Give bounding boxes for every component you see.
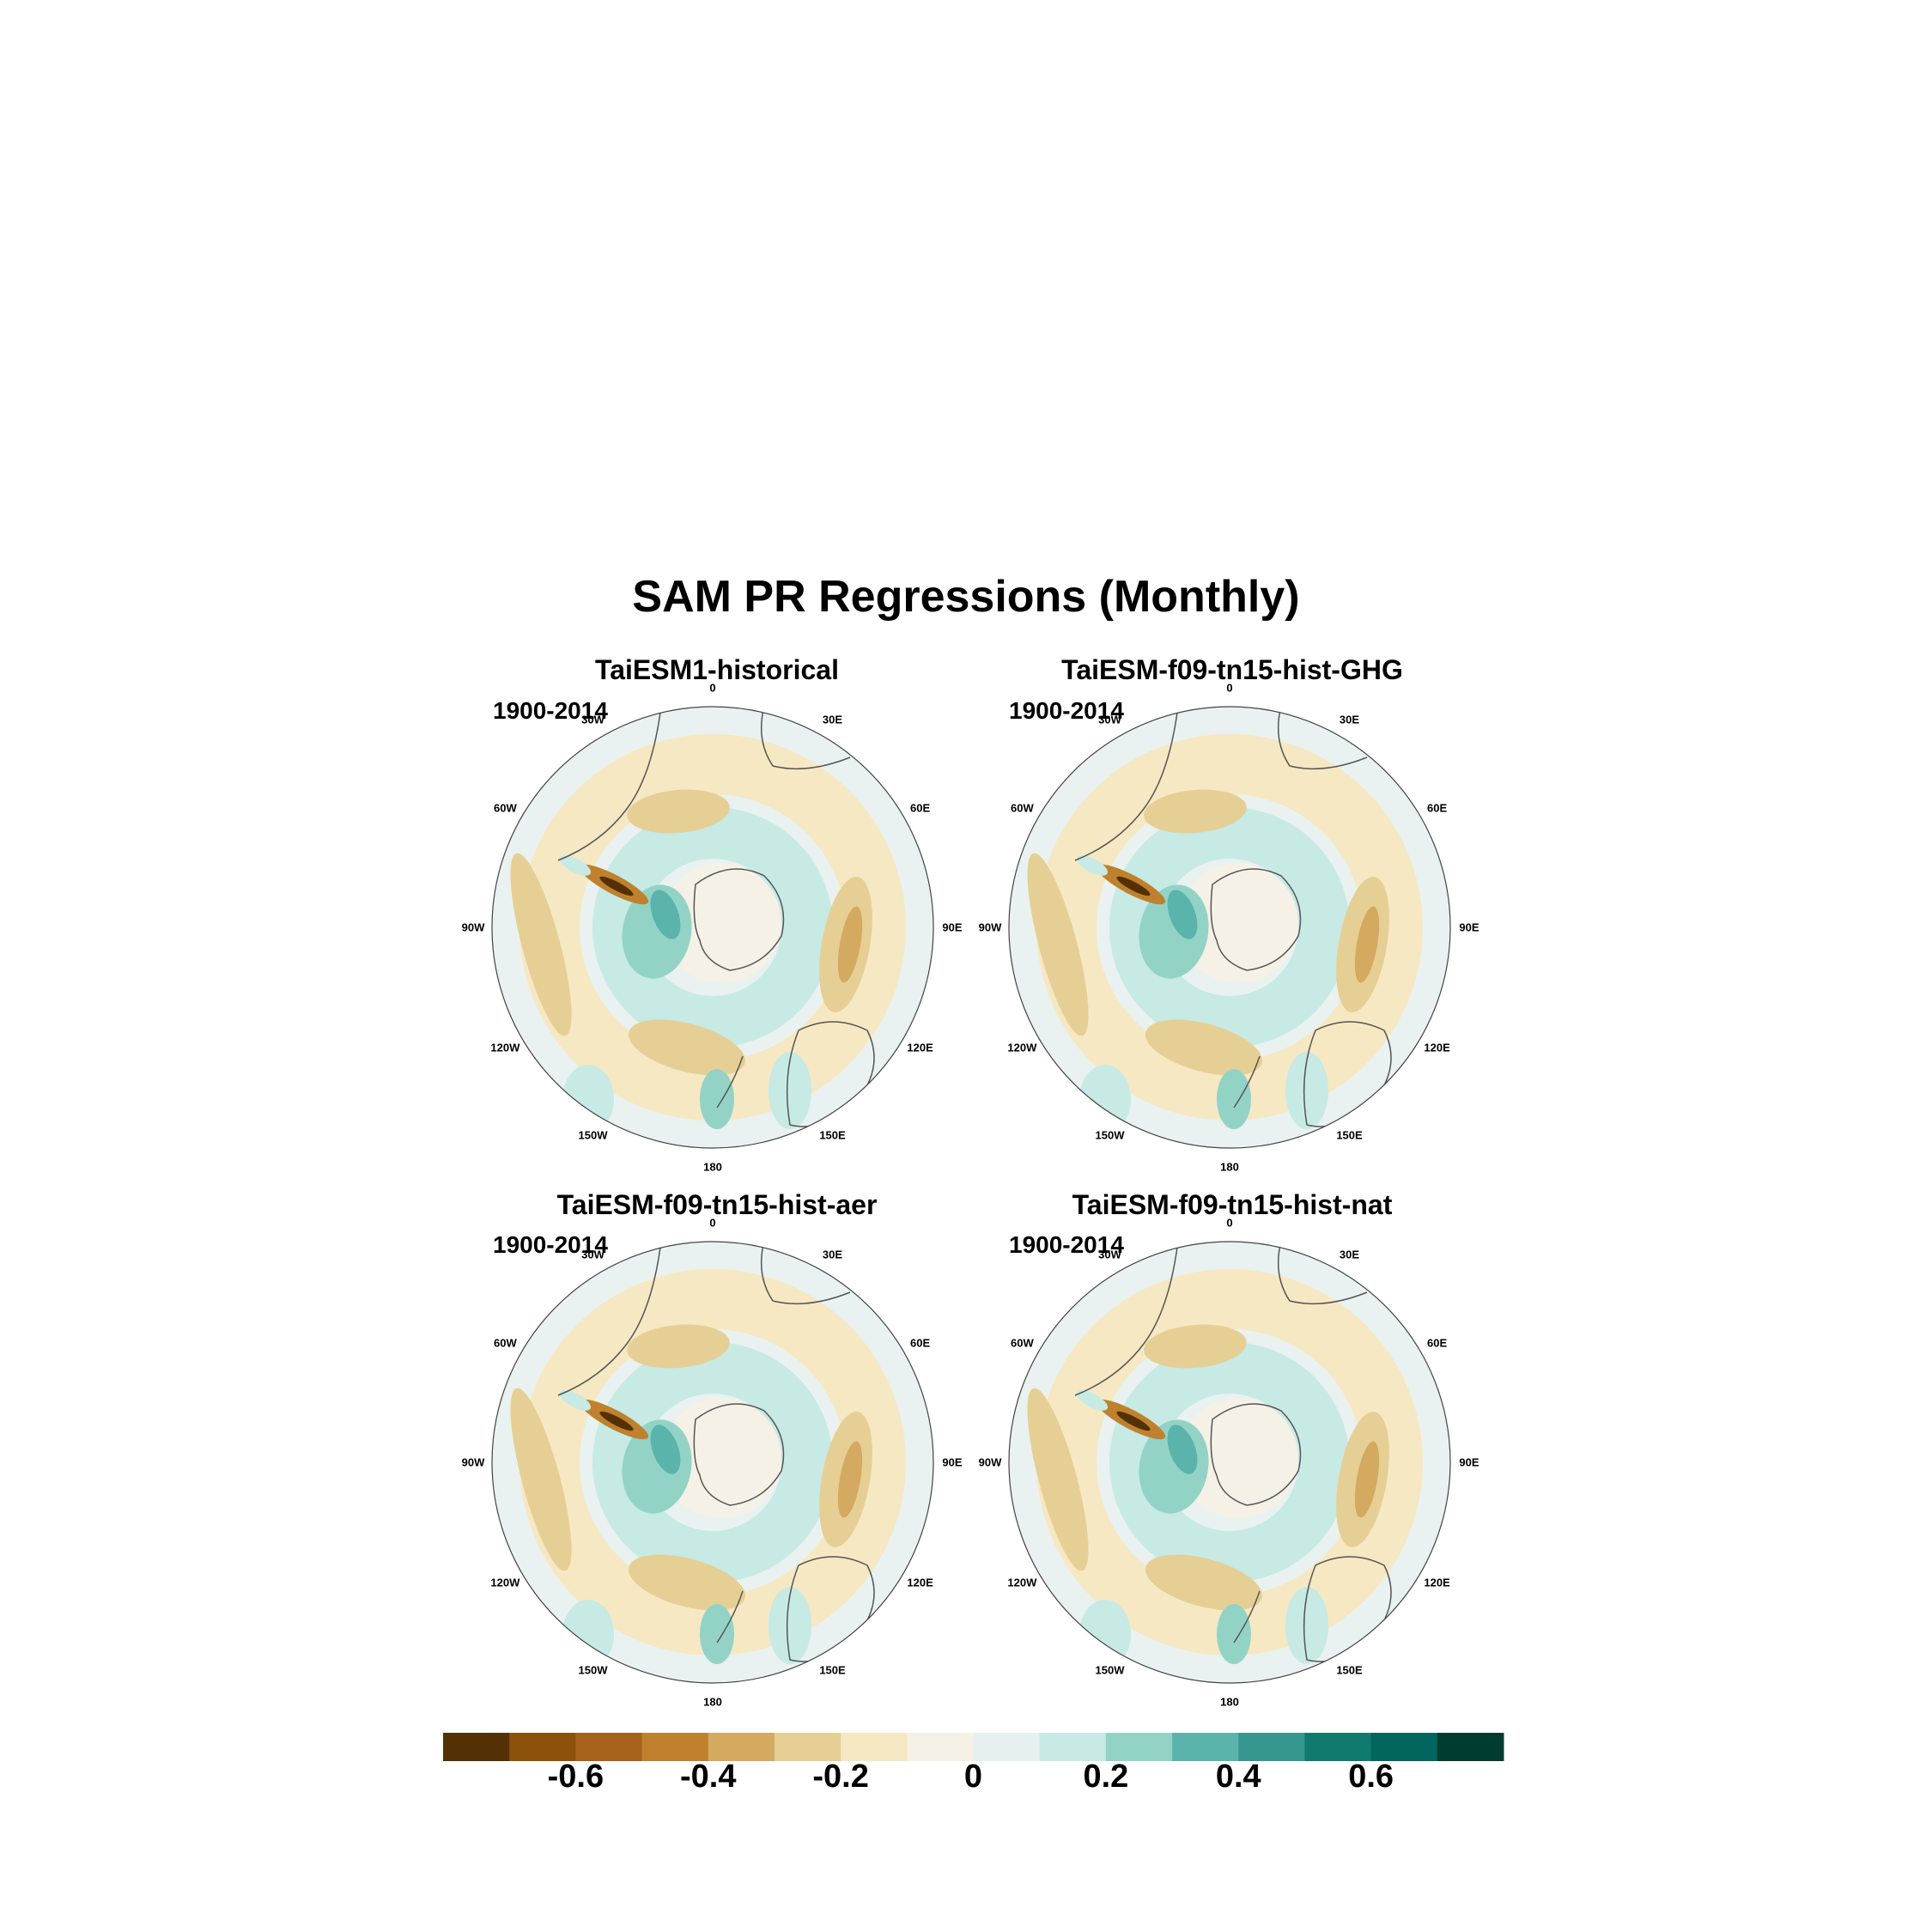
lon-label-3-7: 150W xyxy=(1095,1663,1125,1677)
colorbar-swatch-14 xyxy=(1370,1733,1438,1761)
panel-title-ghg: TaiESM-f09-tn15-hist-GHG xyxy=(1061,654,1403,685)
colorbar-swatch-0 xyxy=(443,1733,510,1761)
lon-label-1-3: 90E xyxy=(1459,920,1479,934)
lon-label-0-3: 90E xyxy=(942,920,963,934)
polar-map-1 xyxy=(1008,706,1451,1149)
colorbar-tick-label-1: -0.4 xyxy=(680,1759,737,1795)
colorbar-swatch-5 xyxy=(774,1733,841,1761)
lon-label-1-5: 150E xyxy=(1336,1128,1363,1142)
colorbar-swatch-3 xyxy=(641,1733,709,1761)
lon-label-3-1: 30E xyxy=(1339,1248,1360,1261)
lon-label-3-6: 180 xyxy=(1220,1695,1239,1709)
lon-label-3-3: 90E xyxy=(1459,1455,1479,1469)
lon-label-2-8: 120W xyxy=(490,1576,520,1589)
period-ghg: 1900-2014 xyxy=(1009,697,1124,724)
lon-label-1-4: 120E xyxy=(1424,1041,1450,1054)
lon-label-0-1: 30E xyxy=(822,713,843,726)
lon-label-0-2: 60E xyxy=(910,801,931,814)
lon-label-3-5: 150E xyxy=(1336,1663,1363,1677)
lon-label-2-9: 90W xyxy=(461,1455,485,1469)
lon-label-0-4: 120E xyxy=(907,1041,933,1054)
panel-title-historical: TaiESM1-historical xyxy=(595,654,839,685)
lon-label-3-11: 30W xyxy=(1098,1248,1121,1261)
colorbar-swatch-1 xyxy=(509,1733,576,1761)
lon-label-1-11: 30W xyxy=(1098,713,1121,726)
lon-label-2-5: 150E xyxy=(819,1663,846,1677)
lon-label-2-0: 0 xyxy=(709,1216,716,1230)
lon-label-2-6: 180 xyxy=(703,1695,722,1709)
lon-label-0-6: 180 xyxy=(703,1160,722,1174)
lon-label-2-4: 120E xyxy=(907,1576,933,1589)
colorbar-swatch-9 xyxy=(1039,1733,1107,1761)
colorbar-swatch-4 xyxy=(708,1733,775,1761)
lon-label-0-7: 150W xyxy=(578,1128,608,1142)
lon-label-1-6: 180 xyxy=(1220,1160,1239,1174)
lon-label-1-8: 120W xyxy=(1007,1041,1037,1054)
lon-label-3-8: 120W xyxy=(1007,1576,1037,1589)
lon-label-0-11: 30W xyxy=(581,713,605,726)
panel-title-nat: TaiESM-f09-tn15-hist-nat xyxy=(1072,1189,1393,1220)
colorbar-tick-label-2: -0.2 xyxy=(812,1759,869,1795)
colorbar-swatch-15 xyxy=(1437,1733,1504,1761)
lon-label-3-9: 90W xyxy=(978,1455,1002,1469)
lon-label-3-0: 0 xyxy=(1226,1216,1233,1230)
colorbar-swatch-13 xyxy=(1304,1733,1372,1761)
lon-label-0-9: 90W xyxy=(461,920,485,934)
lon-label-1-0: 0 xyxy=(1226,681,1233,695)
colorbar-swatch-8 xyxy=(973,1733,1041,1761)
lon-label-2-2: 60E xyxy=(910,1336,931,1349)
lon-label-0-5: 150E xyxy=(819,1128,846,1142)
lon-label-1-7: 150W xyxy=(1095,1128,1125,1142)
polar-map-2 xyxy=(491,1241,934,1684)
lon-label-2-11: 30W xyxy=(581,1248,605,1261)
lon-label-1-1: 30E xyxy=(1339,713,1360,726)
colorbar-swatch-11 xyxy=(1172,1733,1239,1761)
lon-label-1-9: 90W xyxy=(978,920,1002,934)
period-aer: 1900-2014 xyxy=(493,1231,608,1258)
colorbar-swatch-6 xyxy=(841,1733,908,1761)
lon-label-3-2: 60E xyxy=(1427,1336,1448,1349)
colorbar-tick-label-6: 0.6 xyxy=(1348,1759,1394,1795)
lon-label-0-8: 120W xyxy=(490,1041,520,1054)
polar-map-3 xyxy=(1008,1241,1451,1684)
colorbar-swatch-10 xyxy=(1105,1733,1173,1761)
lon-label-2-7: 150W xyxy=(578,1663,608,1677)
colorbar-tick-label-3: 0 xyxy=(963,1759,983,1795)
lon-label-3-10: 60W xyxy=(1011,1336,1034,1349)
lon-label-3-4: 120E xyxy=(1424,1576,1450,1589)
colorbar-swatch-12 xyxy=(1238,1733,1305,1761)
lon-label-1-2: 60E xyxy=(1427,801,1448,814)
lon-label-0-10: 60W xyxy=(494,801,517,814)
lon-label-2-3: 90E xyxy=(942,1455,963,1469)
lon-label-1-10: 60W xyxy=(1011,801,1034,814)
colorbar-tick-label-4: 0.2 xyxy=(1083,1759,1129,1795)
polar-map-0 xyxy=(491,706,934,1149)
colorbar-tick-label-5: 0.4 xyxy=(1215,1759,1261,1795)
lon-label-0-0: 0 xyxy=(709,681,716,695)
period-nat: 1900-2014 xyxy=(1009,1231,1124,1258)
colorbar-swatch-7 xyxy=(907,1733,974,1761)
period-historical: 1900-2014 xyxy=(493,697,608,724)
colorbar-swatch-2 xyxy=(575,1733,643,1761)
lon-label-2-1: 30E xyxy=(822,1248,843,1261)
panel-title-aer: TaiESM-f09-tn15-hist-aer xyxy=(556,1189,878,1220)
main-title: SAM PR Regressions (Monthly) xyxy=(632,572,1300,622)
lon-label-2-10: 60W xyxy=(494,1336,517,1349)
colorbar-tick-label-0: -0.6 xyxy=(547,1759,605,1795)
